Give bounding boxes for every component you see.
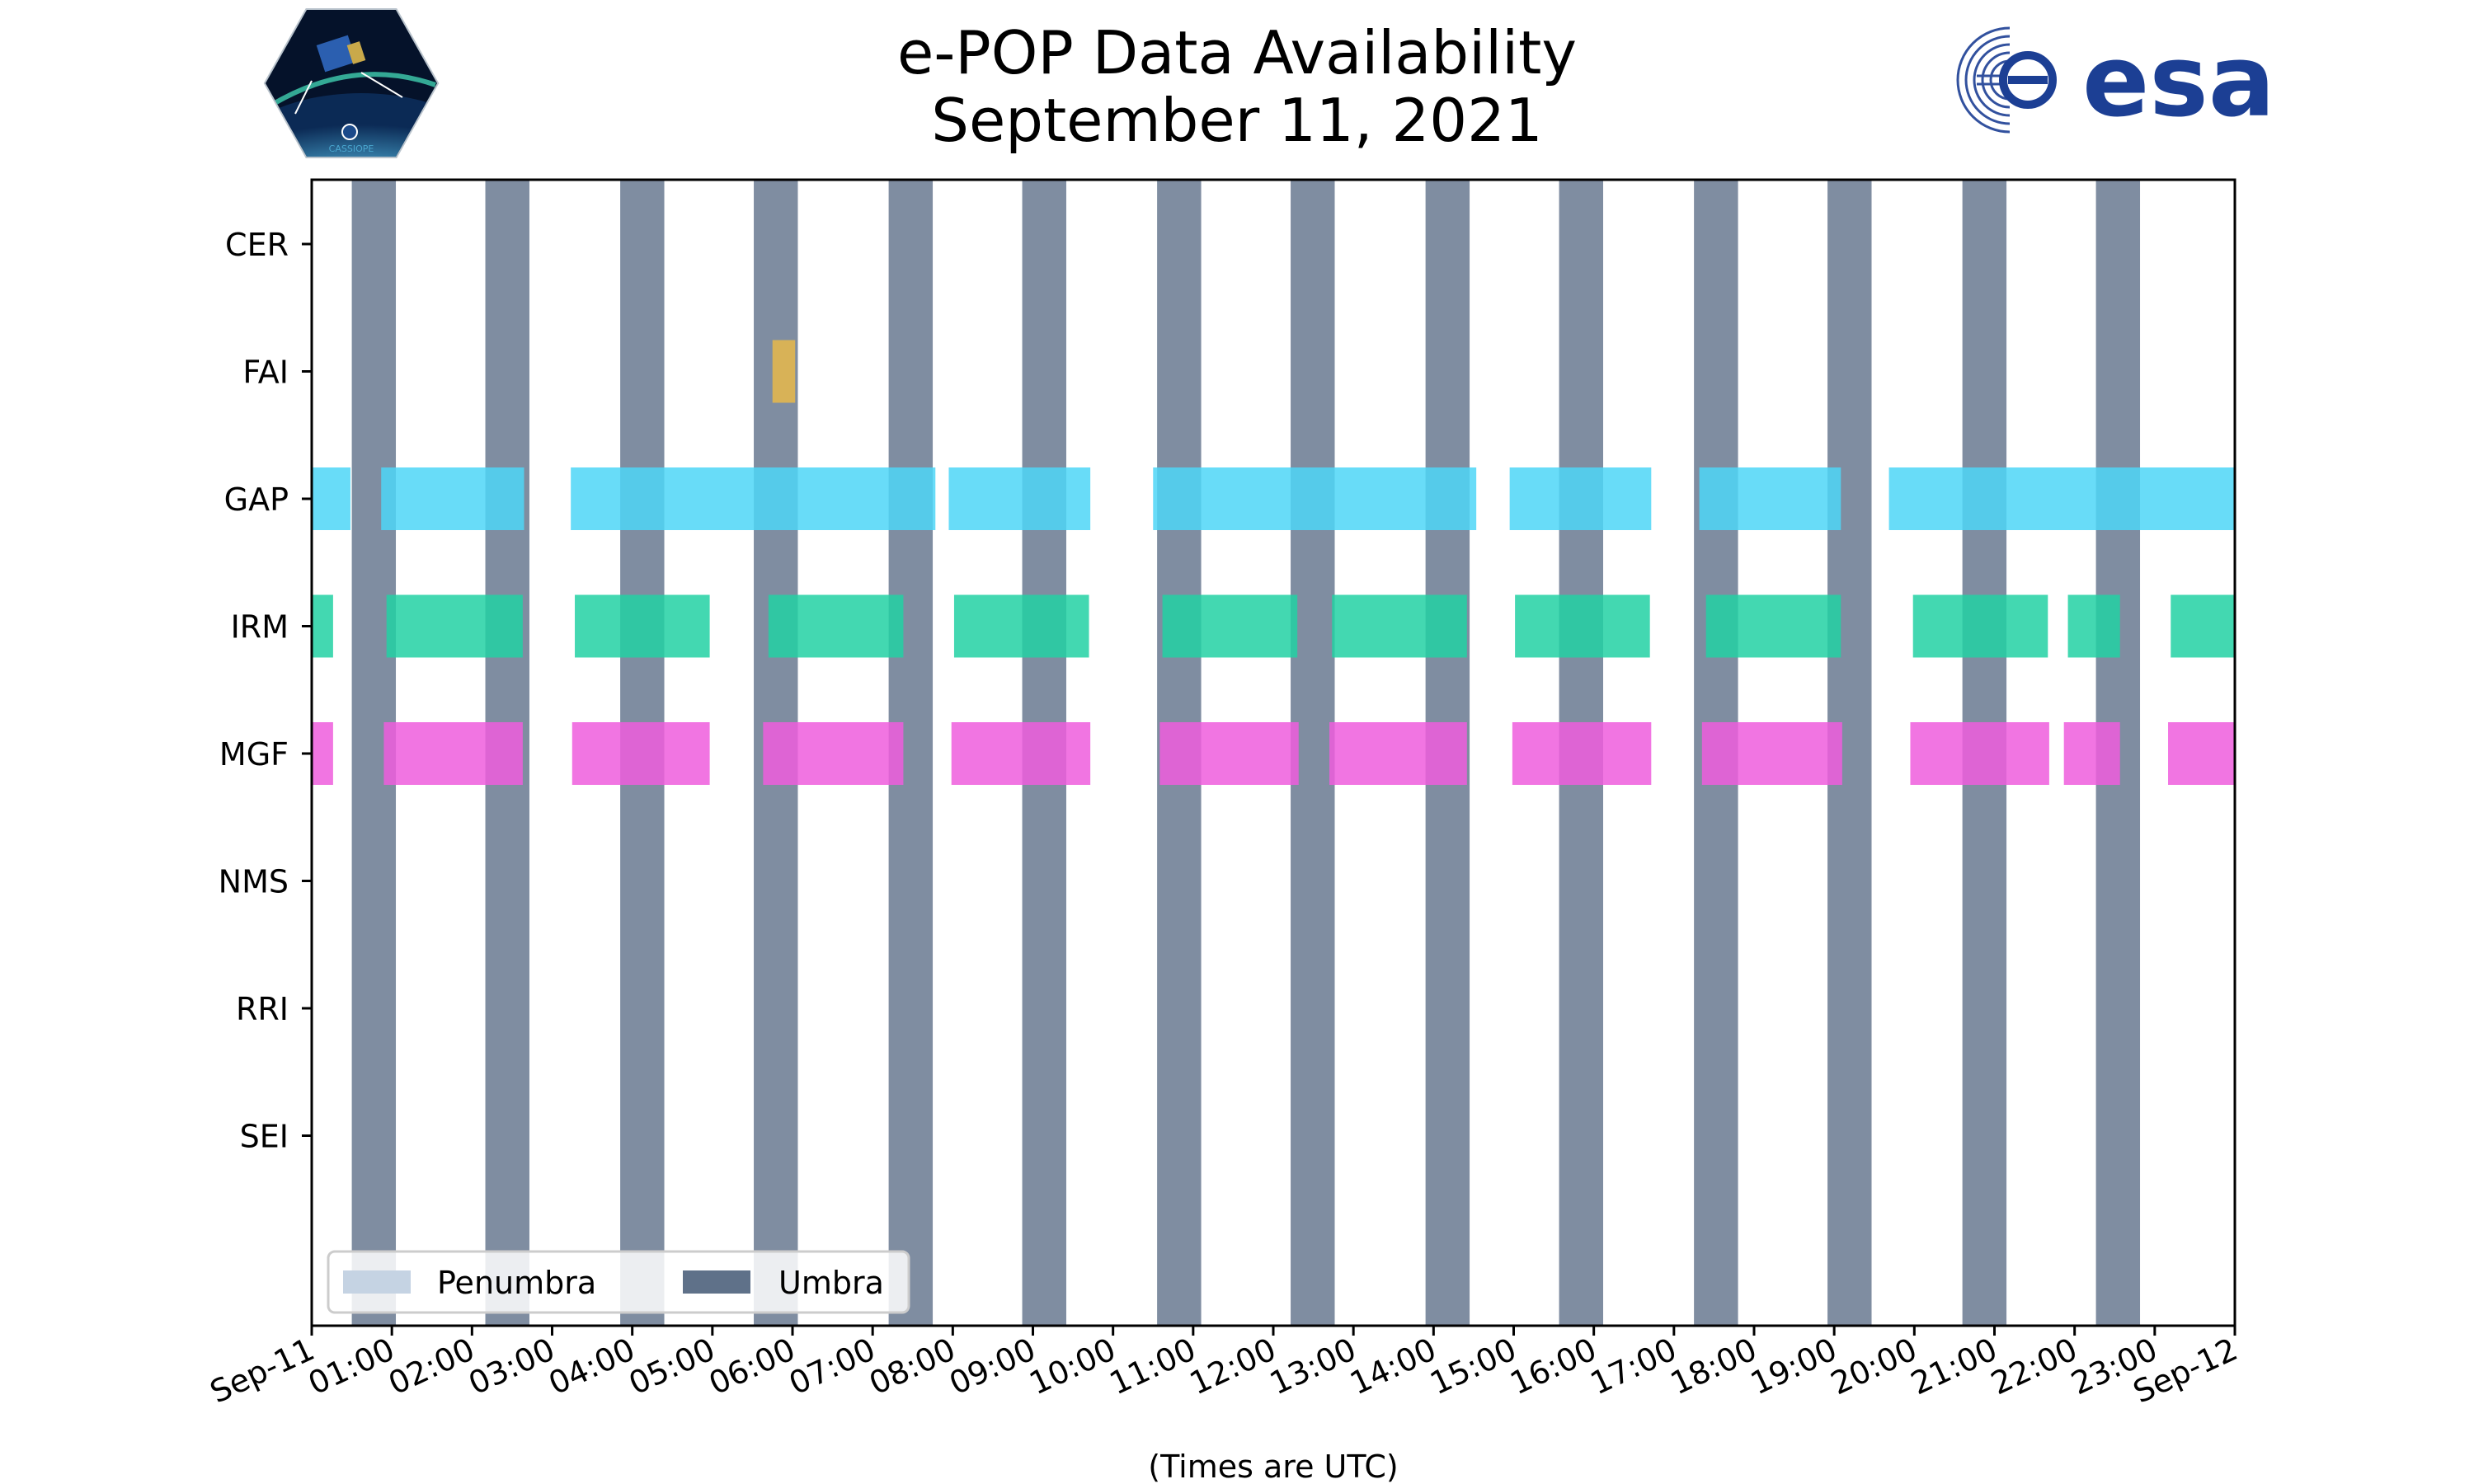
bar-gap-7 bbox=[1888, 467, 2235, 530]
x-tick-label-14: 14:00 bbox=[1344, 1331, 1442, 1402]
bar-irm-11 bbox=[2171, 594, 2235, 658]
bar-fai-0 bbox=[772, 340, 796, 403]
bar-mgf-5 bbox=[1159, 722, 1299, 785]
x-tick-label-15: 15:00 bbox=[1424, 1331, 1522, 1402]
bar-irm-0 bbox=[312, 594, 333, 658]
x-tick-label-5: 05:00 bbox=[623, 1331, 721, 1402]
bar-mgf-6 bbox=[1329, 722, 1467, 785]
x-tick-label-16: 16:00 bbox=[1505, 1331, 1602, 1402]
y-tick-label-sei: SEI bbox=[240, 1119, 289, 1155]
bar-mgf-11 bbox=[2168, 722, 2235, 785]
x-tick-label-0: Sep-11 bbox=[205, 1331, 320, 1410]
x-tick-label-21: 21:00 bbox=[1905, 1331, 2002, 1402]
y-tick-label-mgf: MGF bbox=[219, 736, 289, 773]
bar-gap-5 bbox=[1509, 467, 1652, 530]
x-axis: Sep-1101:0002:0003:0004:0005:0006:0007:0… bbox=[205, 1326, 2243, 1411]
x-tick-label-8: 08:00 bbox=[863, 1331, 961, 1402]
y-tick-label-gap: GAP bbox=[224, 481, 289, 518]
bar-irm-10 bbox=[2067, 594, 2120, 658]
esa-logo-text: esa bbox=[2082, 25, 2275, 139]
x-tick-label-20: 20:00 bbox=[1825, 1331, 1922, 1402]
bar-mgf-8 bbox=[1701, 722, 1842, 785]
y-tick-label-fai: FAI bbox=[242, 355, 289, 391]
data-bars bbox=[312, 340, 2235, 785]
x-tick-label-7: 07:00 bbox=[783, 1331, 881, 1402]
y-tick-label-rri: RRI bbox=[236, 991, 289, 1027]
y-axis: CER FAI GAP IRM MGF NMS RRI SEI bbox=[219, 227, 312, 1155]
bar-gap-2 bbox=[571, 467, 936, 530]
bar-irm-6 bbox=[1332, 594, 1467, 658]
esa-logo: esa bbox=[1956, 25, 2275, 139]
chart-title-line1: e-POP Data Availability bbox=[897, 18, 1577, 87]
x-tick-label-6: 06:00 bbox=[703, 1331, 801, 1402]
bar-mgf-10 bbox=[2063, 722, 2120, 785]
x-tick-label-18: 18:00 bbox=[1665, 1331, 1762, 1402]
x-tick-label-13: 13:00 bbox=[1264, 1331, 1362, 1402]
x-tick-label-10: 10:00 bbox=[1024, 1331, 1122, 1402]
x-tick-label-3: 03:00 bbox=[463, 1331, 560, 1402]
bar-gap-0 bbox=[312, 467, 350, 530]
legend-swatch-penumbra bbox=[343, 1270, 411, 1294]
bar-mgf-1 bbox=[383, 722, 523, 785]
bar-irm-3 bbox=[768, 594, 904, 658]
bar-irm-4 bbox=[953, 594, 1089, 658]
x-tick-label-12: 12:00 bbox=[1184, 1331, 1282, 1402]
cassiope-mission-logo: CASSIOPE bbox=[263, 8, 440, 158]
bar-gap-3 bbox=[948, 467, 1091, 530]
bar-mgf-3 bbox=[763, 722, 904, 785]
legend-swatch-umbra bbox=[683, 1270, 750, 1294]
bar-irm-2 bbox=[575, 594, 710, 658]
bar-irm-8 bbox=[1705, 594, 1841, 658]
legend: Penumbra Umbra bbox=[327, 1250, 910, 1314]
bar-irm-9 bbox=[1912, 594, 2048, 658]
bar-irm-5 bbox=[1162, 594, 1298, 658]
legend-label-penumbra: Penumbra bbox=[437, 1265, 596, 1301]
y-tick-label-irm: IRM bbox=[231, 609, 289, 646]
bar-irm-7 bbox=[1515, 594, 1650, 658]
y-tick-label-cer: CER bbox=[225, 227, 289, 263]
x-tick-label-19: 19:00 bbox=[1745, 1331, 1842, 1402]
bar-mgf-2 bbox=[571, 722, 710, 785]
x-tick-label-9: 09:00 bbox=[943, 1331, 1041, 1402]
x-tick-label-2: 02:00 bbox=[383, 1331, 480, 1402]
bar-gap-4 bbox=[1153, 467, 1477, 530]
bar-gap-6 bbox=[1699, 467, 1841, 530]
y-tick-label-nms: NMS bbox=[219, 864, 289, 900]
bar-mgf-7 bbox=[1512, 722, 1652, 785]
bar-mgf-0 bbox=[312, 722, 333, 785]
x-tick-label-11: 11:00 bbox=[1104, 1331, 1202, 1402]
x-tick-label-4: 04:00 bbox=[543, 1331, 641, 1402]
bar-mgf-9 bbox=[1910, 722, 2049, 785]
legend-frame bbox=[327, 1250, 910, 1314]
x-tick-label-1: 01:00 bbox=[303, 1331, 400, 1402]
x-axis-label: (Times are UTC) bbox=[1148, 1449, 1398, 1484]
bar-gap-1 bbox=[381, 467, 524, 530]
cassiope-logo-text: CASSIOPE bbox=[329, 143, 374, 154]
legend-label-umbra: Umbra bbox=[778, 1265, 884, 1301]
x-tick-label-17: 17:00 bbox=[1585, 1331, 1682, 1402]
x-tick-label-22: 22:00 bbox=[1986, 1331, 2083, 1402]
chart-title-line2: September 11, 2021 bbox=[931, 86, 1543, 155]
bar-mgf-4 bbox=[951, 722, 1091, 785]
bar-irm-1 bbox=[386, 594, 523, 658]
